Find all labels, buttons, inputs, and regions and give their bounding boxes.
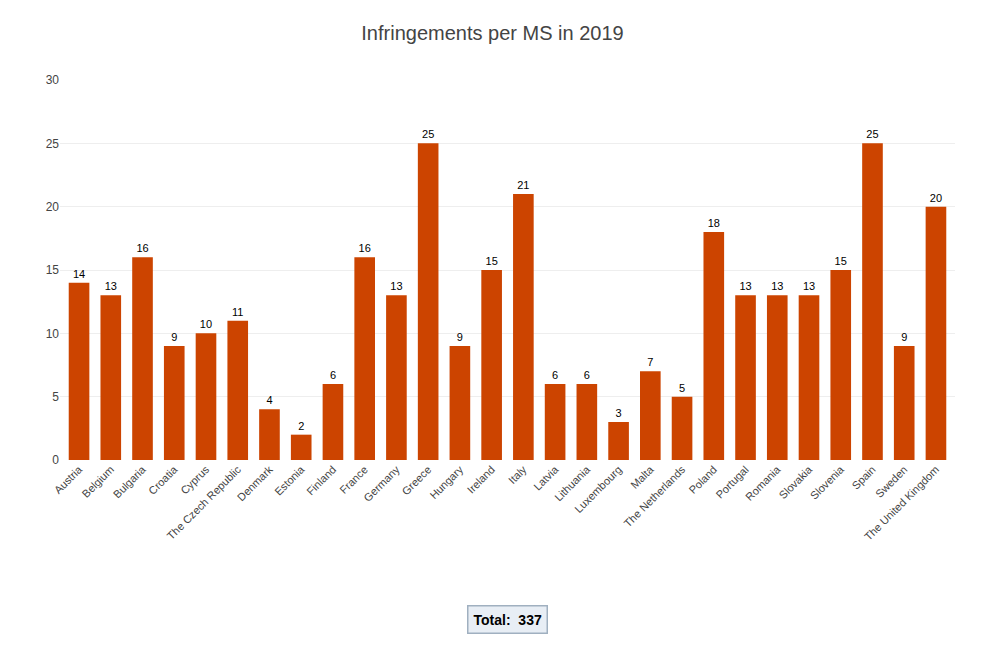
svg-text:Ireland: Ireland — [465, 463, 497, 495]
svg-text:Romania: Romania — [743, 463, 783, 503]
svg-text:Spain: Spain — [849, 463, 877, 491]
svg-text:25: 25 — [422, 128, 434, 140]
svg-text:13: 13 — [803, 280, 815, 292]
svg-text:15: 15 — [835, 255, 847, 267]
svg-text:16: 16 — [359, 242, 371, 254]
svg-text:Sweden: Sweden — [873, 463, 910, 500]
svg-text:13: 13 — [105, 280, 117, 292]
svg-text:15: 15 — [486, 255, 498, 267]
svg-text:11: 11 — [232, 306, 243, 318]
svg-text:9: 9 — [901, 331, 907, 343]
svg-text:9: 9 — [171, 331, 177, 343]
svg-text:4: 4 — [266, 394, 272, 406]
svg-text:3: 3 — [616, 407, 622, 419]
svg-text:France: France — [337, 463, 370, 496]
svg-text:Estonia: Estonia — [272, 463, 307, 498]
svg-text:5: 5 — [679, 382, 685, 394]
svg-text:Malta: Malta — [628, 463, 656, 491]
svg-text:Germany: Germany — [361, 463, 402, 504]
svg-text:10: 10 — [200, 318, 212, 330]
svg-text:Lithuania: Lithuania — [552, 463, 593, 504]
svg-text:18: 18 — [708, 217, 720, 229]
svg-text:20: 20 — [46, 200, 60, 214]
svg-text:30: 30 — [46, 73, 60, 87]
svg-text:Denmark: Denmark — [235, 463, 275, 503]
svg-text:25: 25 — [46, 137, 60, 151]
svg-text:Austria: Austria — [52, 463, 85, 496]
svg-text:Bulgaria: Bulgaria — [111, 463, 149, 501]
svg-text:Latvia: Latvia — [531, 463, 561, 493]
svg-text:20: 20 — [930, 192, 942, 204]
svg-text:Portugal: Portugal — [713, 463, 750, 500]
svg-text:9: 9 — [457, 331, 463, 343]
svg-text:21: 21 — [517, 179, 529, 191]
svg-text:5: 5 — [52, 390, 59, 404]
svg-text:The United Kingdom: The United Kingdom — [862, 463, 941, 542]
svg-text:Luxembourg: Luxembourg — [572, 463, 624, 515]
svg-text:15: 15 — [46, 263, 60, 277]
svg-text:13: 13 — [771, 280, 783, 292]
svg-text:25: 25 — [866, 128, 878, 140]
svg-text:Cyprus: Cyprus — [178, 463, 211, 496]
svg-text:13: 13 — [739, 280, 751, 292]
svg-text:Finland: Finland — [304, 463, 338, 497]
svg-text:14: 14 — [73, 268, 85, 280]
svg-text:Total: 337: Total: 337 — [474, 612, 542, 628]
svg-text:The Netherlands: The Netherlands — [621, 463, 687, 529]
svg-text:Italy: Italy — [506, 463, 529, 486]
svg-text:The Czech Republic: The Czech Republic — [165, 463, 244, 542]
svg-text:6: 6 — [584, 369, 590, 381]
svg-text:0: 0 — [52, 453, 59, 467]
svg-text:Hungary: Hungary — [427, 463, 465, 501]
svg-text:Greece: Greece — [399, 463, 433, 497]
svg-text:2: 2 — [298, 420, 304, 432]
svg-text:Slovakia: Slovakia — [776, 463, 815, 502]
svg-text:Belgium: Belgium — [79, 463, 116, 500]
svg-text:16: 16 — [136, 242, 148, 254]
svg-text:Slovenia: Slovenia — [808, 463, 847, 502]
svg-text:Croatia: Croatia — [146, 463, 180, 497]
svg-text:Poland: Poland — [686, 463, 719, 496]
svg-text:Infringements per MS in 2019: Infringements per MS in 2019 — [361, 22, 623, 44]
svg-text:6: 6 — [552, 369, 558, 381]
svg-text:13: 13 — [390, 280, 402, 292]
svg-text:6: 6 — [330, 369, 336, 381]
svg-text:7: 7 — [647, 356, 653, 368]
svg-text:10: 10 — [46, 327, 60, 341]
